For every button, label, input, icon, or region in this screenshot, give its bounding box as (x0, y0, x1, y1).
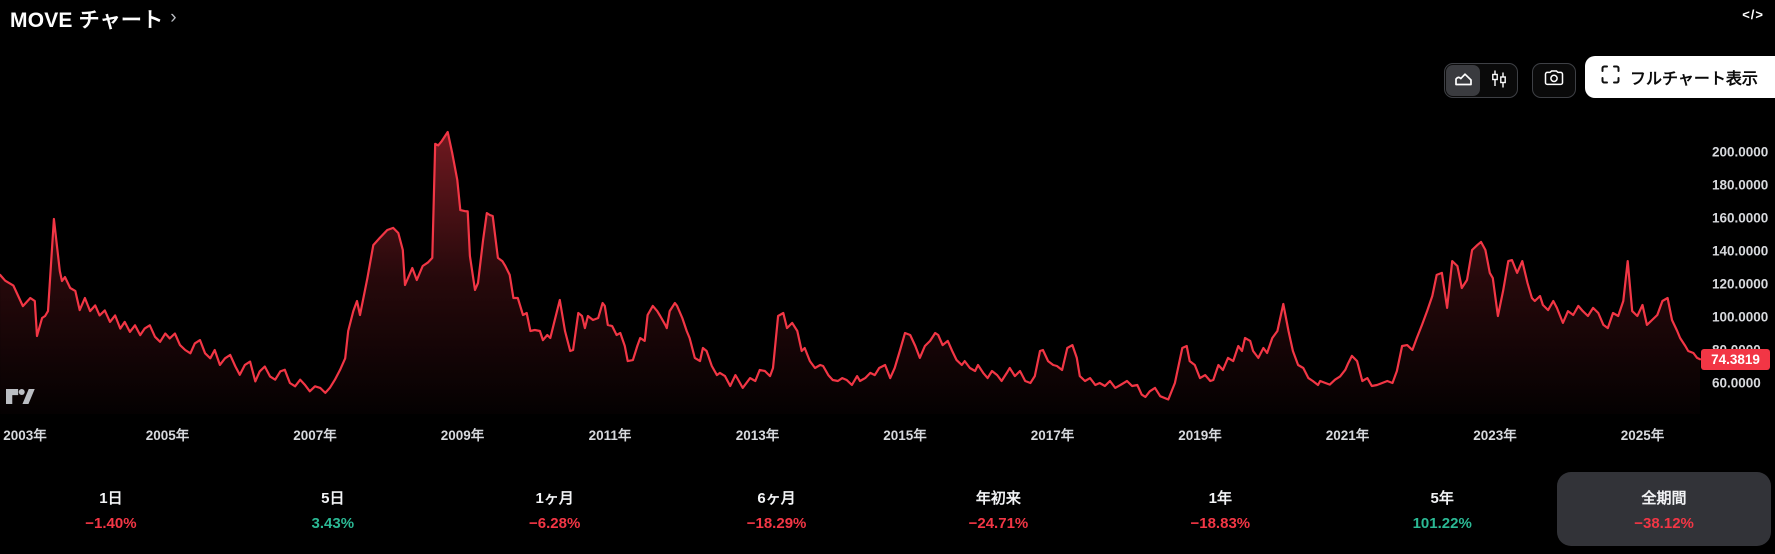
year-tick-label: 2017年 (1030, 428, 1075, 443)
period-change-value: 3.43% (311, 514, 355, 532)
fullchart-label: フルチャート表示 (1630, 71, 1758, 88)
title-text: MOVE チャート (10, 9, 164, 32)
period-change-value: −24.71% (968, 514, 1029, 532)
price-chart[interactable] (0, 96, 1775, 456)
chevron-right-icon: › (170, 7, 177, 28)
candlestick-chart-type-button[interactable] (1482, 65, 1516, 96)
year-tick-label: 2025年 (1620, 428, 1665, 443)
period-change-value: −18.83% (1190, 514, 1251, 532)
period-change-value: −38.12% (1634, 514, 1694, 532)
year-tick-label: 2003年 (3, 428, 47, 443)
period-change-value: −18.29% (746, 514, 807, 532)
period-button-1ヶ月[interactable]: 1ヶ月 −6.28% (448, 472, 662, 546)
period-button-年初来[interactable]: 年初来 −24.71% (892, 472, 1106, 546)
price-tick-label: 100.0000 (1712, 309, 1769, 325)
embed-code-icon[interactable]: </> (1742, 7, 1764, 22)
period-change-value: 101.22% (1412, 514, 1472, 532)
period-label: 5日 (321, 489, 345, 507)
period-label: 年初来 (975, 489, 1021, 507)
period-button-5日[interactable]: 5日 3.43% (226, 472, 440, 546)
tradingview-logo[interactable] (6, 388, 35, 410)
area-chart-icon (1454, 70, 1473, 92)
area-fill (0, 132, 1701, 414)
camera-icon (1544, 70, 1564, 91)
year-tick-label: 2015年 (883, 428, 927, 443)
period-button-1年[interactable]: 1年 −18.83% (1113, 472, 1327, 546)
period-button-5年[interactable]: 5年 101.22% (1335, 472, 1549, 546)
period-button-全期間[interactable]: 全期間 −38.12% (1557, 472, 1771, 546)
period-change-value: −1.40% (85, 514, 137, 532)
price-tick-label: 180.0000 (1712, 177, 1769, 193)
year-tick-label: 2007年 (293, 428, 337, 443)
period-label: 1日 (99, 489, 123, 507)
last-price-badge: 74.3819 (1701, 348, 1770, 370)
year-tick-label: 2019年 (1178, 428, 1222, 443)
period-button-6ヶ月[interactable]: 6ヶ月 −18.29% (670, 472, 884, 546)
period-label: 6ヶ月 (757, 489, 796, 507)
year-tick-label: 2021年 (1325, 428, 1370, 443)
price-tick-label: 120.0000 (1712, 276, 1769, 292)
period-label: 1ヶ月 (535, 489, 574, 507)
year-tick-label: 2005年 (145, 428, 190, 443)
period-change-value: −6.28% (529, 514, 581, 532)
year-tick-label: 2009年 (440, 428, 485, 443)
fullchart-button[interactable]: フルチャート表示 (1585, 56, 1775, 98)
year-tick-label: 2023年 (1473, 428, 1517, 443)
price-tick-label: 60.0000 (1712, 375, 1761, 391)
page-title[interactable]: MOVE チャート › (10, 4, 177, 34)
price-line (0, 130, 1702, 401)
year-tick-label: 2013年 (735, 428, 780, 443)
year-tick-label: 2011年 (588, 428, 632, 443)
area-chart-type-button[interactable] (1446, 65, 1480, 96)
period-label: 5年 (1430, 489, 1454, 507)
fullscreen-icon (1601, 65, 1620, 89)
candlestick-icon (1490, 69, 1508, 93)
period-button-1日[interactable]: 1日 −1.40% (4, 472, 218, 546)
snapshot-button[interactable] (1532, 63, 1576, 98)
price-tick-label: 200.0000 (1712, 144, 1769, 160)
period-stats-row: 1日 −1.40% 5日 3.43% 1ヶ月 −6.28% 6ヶ月 −18.29% 年初来 −24… (0, 470, 1775, 548)
chart-type-segmented-control (1444, 63, 1518, 98)
price-tick-label: 140.0000 (1712, 243, 1769, 259)
period-label: 全期間 (1641, 489, 1687, 507)
period-label: 1年 (1208, 489, 1232, 507)
price-tick-label: 160.0000 (1712, 210, 1769, 226)
